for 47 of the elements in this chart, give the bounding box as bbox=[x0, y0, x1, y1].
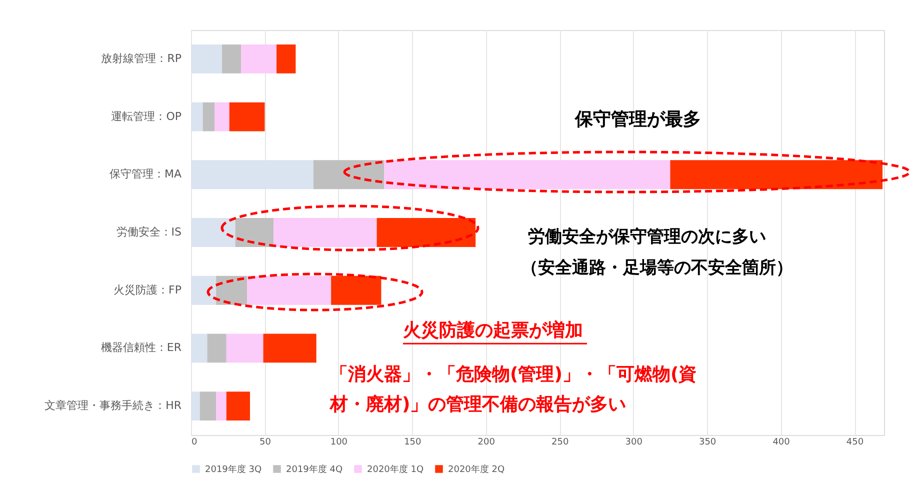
bar bbox=[202, 102, 215, 132]
bar bbox=[229, 102, 265, 132]
annotation: （安全通路・足場等の不安全箇所） bbox=[521, 258, 793, 278]
bar bbox=[384, 160, 670, 190]
bar bbox=[247, 276, 332, 305]
bar bbox=[313, 160, 384, 190]
x-tick-label: 100 bbox=[330, 438, 348, 448]
x-tick-label: 350 bbox=[698, 438, 716, 448]
annotation: 火災防護の起票が増加 bbox=[402, 319, 583, 341]
bar bbox=[200, 392, 216, 421]
bar bbox=[670, 160, 883, 190]
y-tick-label: 放射線管理：RP bbox=[101, 52, 182, 65]
annotation: 労働安全が保守管理の次に多い bbox=[528, 227, 766, 247]
bar bbox=[241, 44, 277, 74]
bar bbox=[214, 102, 230, 132]
bar bbox=[226, 392, 250, 421]
y-tick-label: 運転管理：OP bbox=[111, 110, 182, 123]
bar bbox=[331, 276, 382, 305]
y-tick-label: 火災防護：FP bbox=[114, 283, 182, 296]
x-tick-label: 250 bbox=[552, 438, 569, 448]
bar bbox=[216, 392, 226, 421]
legend-label: 2019年度 4Q bbox=[286, 464, 343, 475]
x-tick-label: 0 bbox=[192, 438, 198, 448]
bar bbox=[276, 44, 296, 74]
legend-label: 2020年度 2Q bbox=[448, 464, 505, 475]
x-tick-label: 150 bbox=[404, 438, 422, 448]
bar bbox=[226, 334, 264, 363]
x-tick-label: 450 bbox=[846, 438, 864, 448]
y-tick-label: 保守管理：MA bbox=[109, 168, 182, 181]
y-tick-label: 文章管理・事務手続き：HR bbox=[44, 399, 182, 412]
legend-label: 2020年度 1Q bbox=[367, 464, 424, 475]
annotation: 材・廃材)」の管理不備の報告が多い bbox=[329, 394, 626, 415]
bar bbox=[235, 218, 274, 247]
annotation: 「消火器」・「危険物(管理)」・「可燃物(資 bbox=[330, 364, 697, 385]
bar bbox=[376, 218, 476, 247]
x-tick-label: 400 bbox=[772, 438, 790, 448]
bar bbox=[263, 334, 316, 363]
annotation: 保守管理が最多 bbox=[574, 109, 701, 130]
y-tick-label: 機器信頼性：ER bbox=[100, 341, 182, 354]
bar bbox=[222, 44, 242, 74]
y-tick-label: 労働安全：IS bbox=[116, 226, 182, 238]
bar bbox=[207, 334, 226, 363]
bar bbox=[274, 218, 377, 247]
legend-label: 2019年度 3Q bbox=[205, 464, 262, 475]
x-tick-label: 300 bbox=[625, 438, 643, 448]
x-tick-label: 50 bbox=[259, 438, 272, 448]
x-tick-label: 200 bbox=[478, 438, 496, 448]
